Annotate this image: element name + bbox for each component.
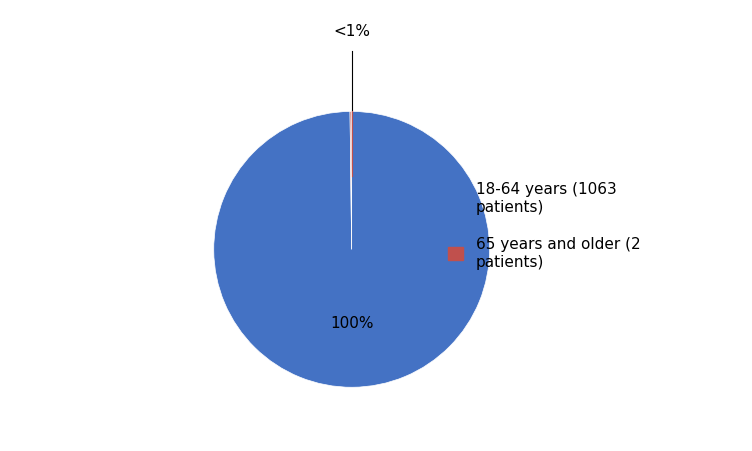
Text: <1%: <1%	[333, 24, 370, 39]
Wedge shape	[350, 112, 352, 250]
Wedge shape	[214, 112, 490, 387]
Text: 100%: 100%	[330, 315, 374, 330]
Legend: 18-64 years (1063
patients), 65 years and older (2
patients): 18-64 years (1063 patients), 65 years an…	[442, 175, 647, 276]
